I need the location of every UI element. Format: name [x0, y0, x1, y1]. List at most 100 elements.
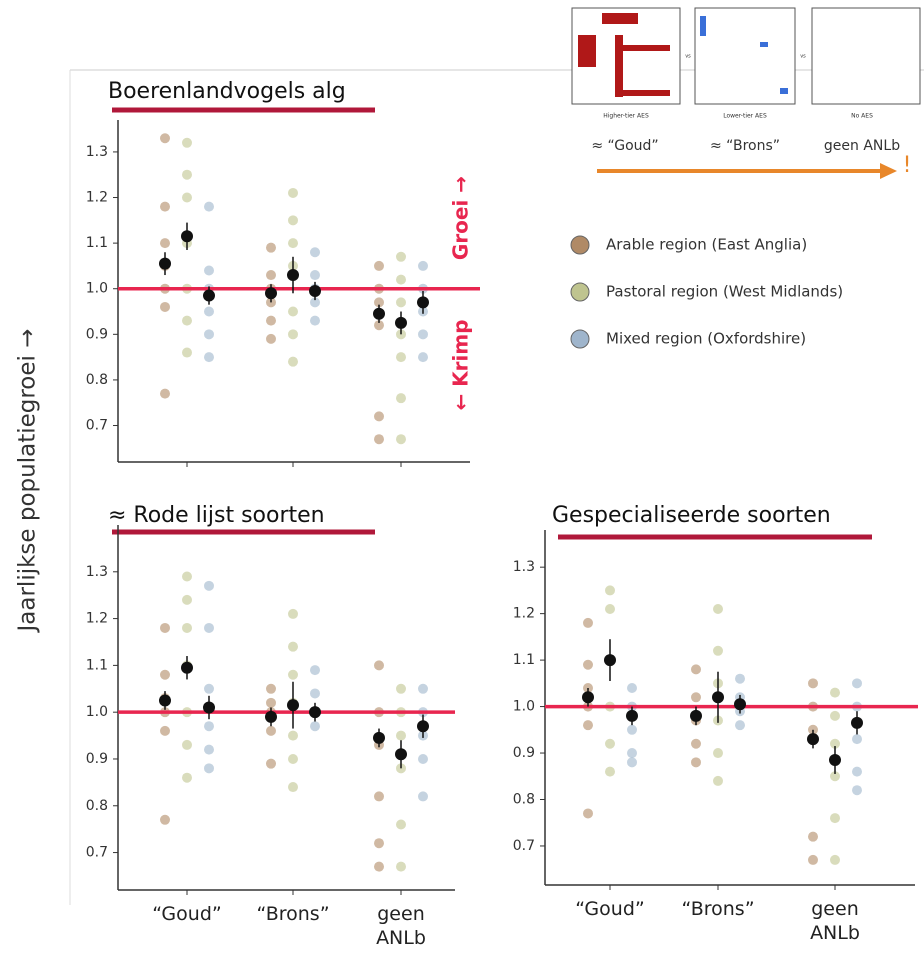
y-tick-label: 0.7: [86, 418, 108, 434]
data-point: [204, 352, 214, 363]
data-point: [605, 585, 615, 596]
data-point: [396, 819, 406, 830]
data-point: [160, 622, 170, 633]
mean-point: [734, 698, 746, 711]
legend-marker: [570, 235, 590, 255]
data-point: [808, 831, 818, 842]
inset-vs: vs: [685, 54, 691, 60]
data-point: [288, 306, 298, 317]
annotation: Groei →: [449, 176, 473, 260]
chart-title: ≈ Rode lijst soorten: [108, 503, 325, 528]
data-point: [374, 297, 384, 308]
data-point: [830, 710, 840, 721]
data-point: [204, 763, 214, 774]
mean-point: [807, 733, 819, 746]
data-point: [288, 238, 298, 249]
data-point: [182, 169, 192, 180]
data-point: [830, 813, 840, 824]
field: [615, 35, 623, 97]
data-point: [852, 734, 862, 745]
legend-label: Mixed region (Oxfordshire): [606, 330, 806, 348]
data-point: [605, 766, 615, 777]
y-tick-label: 0.7: [86, 845, 108, 861]
data-point: [266, 758, 276, 769]
legend-label: Pastoral region (West Midlands): [606, 283, 843, 301]
mean-point: [690, 709, 702, 722]
data-point: [310, 247, 320, 258]
data-point: [396, 352, 406, 363]
arrow-head: [880, 163, 897, 179]
inset-vs: vs: [800, 54, 806, 60]
data-point: [374, 838, 384, 849]
data-point: [204, 744, 214, 755]
mean-point: [582, 691, 594, 704]
data-point: [204, 329, 214, 340]
mean-point: [203, 289, 215, 302]
data-point: [374, 791, 384, 802]
x-tick-label: “Brons”: [256, 903, 330, 925]
legend-marker: [570, 282, 590, 302]
y-tick-label: 1.0: [86, 704, 108, 720]
data-point: [691, 692, 701, 703]
data-point: [374, 260, 384, 271]
data-point: [830, 687, 840, 698]
field: [780, 88, 788, 94]
data-point: [160, 133, 170, 144]
inset-caption: Lower-tier AES: [723, 113, 767, 120]
data-point: [374, 320, 384, 331]
data-point: [583, 808, 593, 819]
data-point: [374, 660, 384, 671]
y-tick-label: 0.8: [513, 792, 535, 808]
chart-title: Boerenlandvogels alg: [108, 79, 346, 104]
data-point: [160, 814, 170, 825]
data-point: [160, 669, 170, 680]
data-point: [627, 757, 637, 768]
data-point: [808, 854, 818, 865]
mean-point: [417, 296, 429, 309]
data-point: [583, 720, 593, 731]
y-tick-label: 0.9: [513, 745, 535, 761]
y-tick-label: 1.3: [513, 559, 535, 575]
field: [578, 35, 596, 67]
data-point: [713, 775, 723, 786]
y-tick-label: 0.8: [86, 372, 108, 388]
x-tick-label: geen ANLb: [810, 898, 860, 944]
data-point: [266, 697, 276, 708]
data-point: [418, 260, 428, 271]
data-point: [266, 242, 276, 253]
mean-point: [626, 709, 638, 722]
data-point: [627, 748, 637, 759]
data-point: [182, 192, 192, 203]
mean-point: [181, 661, 193, 674]
data-point: [160, 201, 170, 212]
mean-point: [309, 285, 321, 297]
data-point: [852, 766, 862, 777]
data-point: [266, 315, 276, 326]
mean-point: [712, 691, 724, 704]
data-point: [182, 772, 192, 783]
data-point: [310, 688, 320, 699]
data-point: [204, 622, 214, 633]
y-tick-label: 0.8: [86, 798, 108, 814]
y-tick-label: 1.0: [513, 699, 535, 715]
data-point: [160, 238, 170, 249]
data-point: [713, 748, 723, 759]
y-tick-label: 1.1: [513, 652, 535, 668]
data-point: [396, 861, 406, 872]
mean-point: [829, 754, 841, 767]
data-point: [627, 682, 637, 693]
mean-point: [604, 654, 616, 667]
data-point: [830, 738, 840, 749]
data-point: [182, 739, 192, 750]
data-point: [396, 251, 406, 262]
mean-point: [287, 269, 299, 282]
data-point: [418, 352, 428, 363]
data-point: [830, 771, 840, 782]
mean-point: [159, 257, 171, 270]
inset-label: ≈ “Brons”: [710, 138, 780, 154]
data-point: [374, 861, 384, 872]
data-point: [735, 720, 745, 731]
mean-point: [373, 731, 385, 744]
data-point: [310, 315, 320, 326]
